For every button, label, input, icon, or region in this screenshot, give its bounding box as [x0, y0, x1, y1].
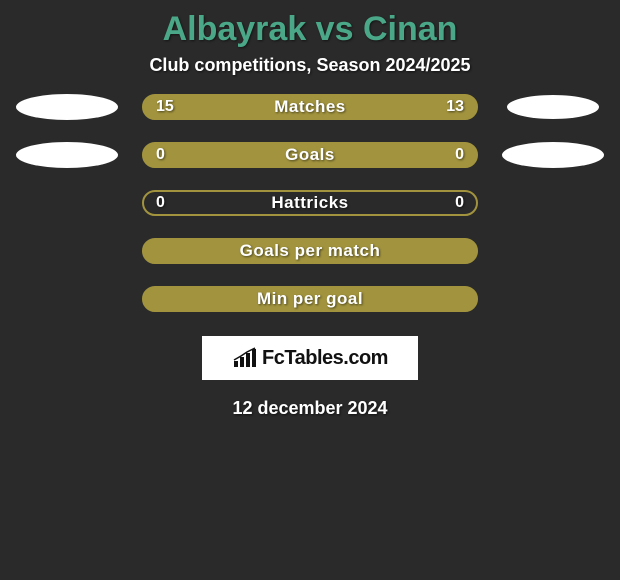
stat-left-value: 0: [156, 194, 165, 212]
chart-icon: [232, 347, 258, 369]
left-ellipse: [16, 142, 118, 168]
stat-left-value: 0: [156, 146, 165, 164]
page-title: Albayrak vs Cinan: [0, 0, 620, 55]
subtitle: Club competitions, Season 2024/2025: [0, 55, 620, 94]
stat-right-value: 13: [446, 98, 464, 116]
stat-label: Min per goal: [257, 289, 363, 309]
stat-bar: Goals per match: [142, 238, 478, 264]
date-label: 12 december 2024: [0, 398, 620, 419]
stat-row: Goals per match: [10, 238, 610, 264]
stat-row: Min per goal: [10, 286, 610, 312]
stat-row: 0 Hattricks 0: [10, 190, 610, 216]
right-ellipse: [507, 95, 599, 119]
stat-label: Matches: [274, 97, 346, 117]
stat-label: Goals per match: [240, 241, 381, 261]
stat-bar: Min per goal: [142, 286, 478, 312]
stat-row: 15 Matches 13: [10, 94, 610, 120]
stat-right-value: 0: [455, 194, 464, 212]
left-ellipse: [16, 94, 118, 120]
stat-label: Hattricks: [271, 193, 348, 213]
stat-bar: 0 Hattricks 0: [142, 190, 478, 216]
stats-container: 15 Matches 13 0 Goals 0 0 Hattricks 0 Goals per m…: [0, 94, 620, 312]
stat-bar: 15 Matches 13: [142, 94, 478, 120]
stat-label: Goals: [285, 145, 335, 165]
brand-logo: FcTables.com: [202, 336, 418, 380]
stat-right-value: 0: [455, 146, 464, 164]
brand-logo-text: FcTables.com: [262, 347, 388, 370]
stat-row: 0 Goals 0: [10, 142, 610, 168]
right-ellipse: [502, 142, 604, 168]
stat-bar: 0 Goals 0: [142, 142, 478, 168]
stat-left-value: 15: [156, 98, 174, 116]
